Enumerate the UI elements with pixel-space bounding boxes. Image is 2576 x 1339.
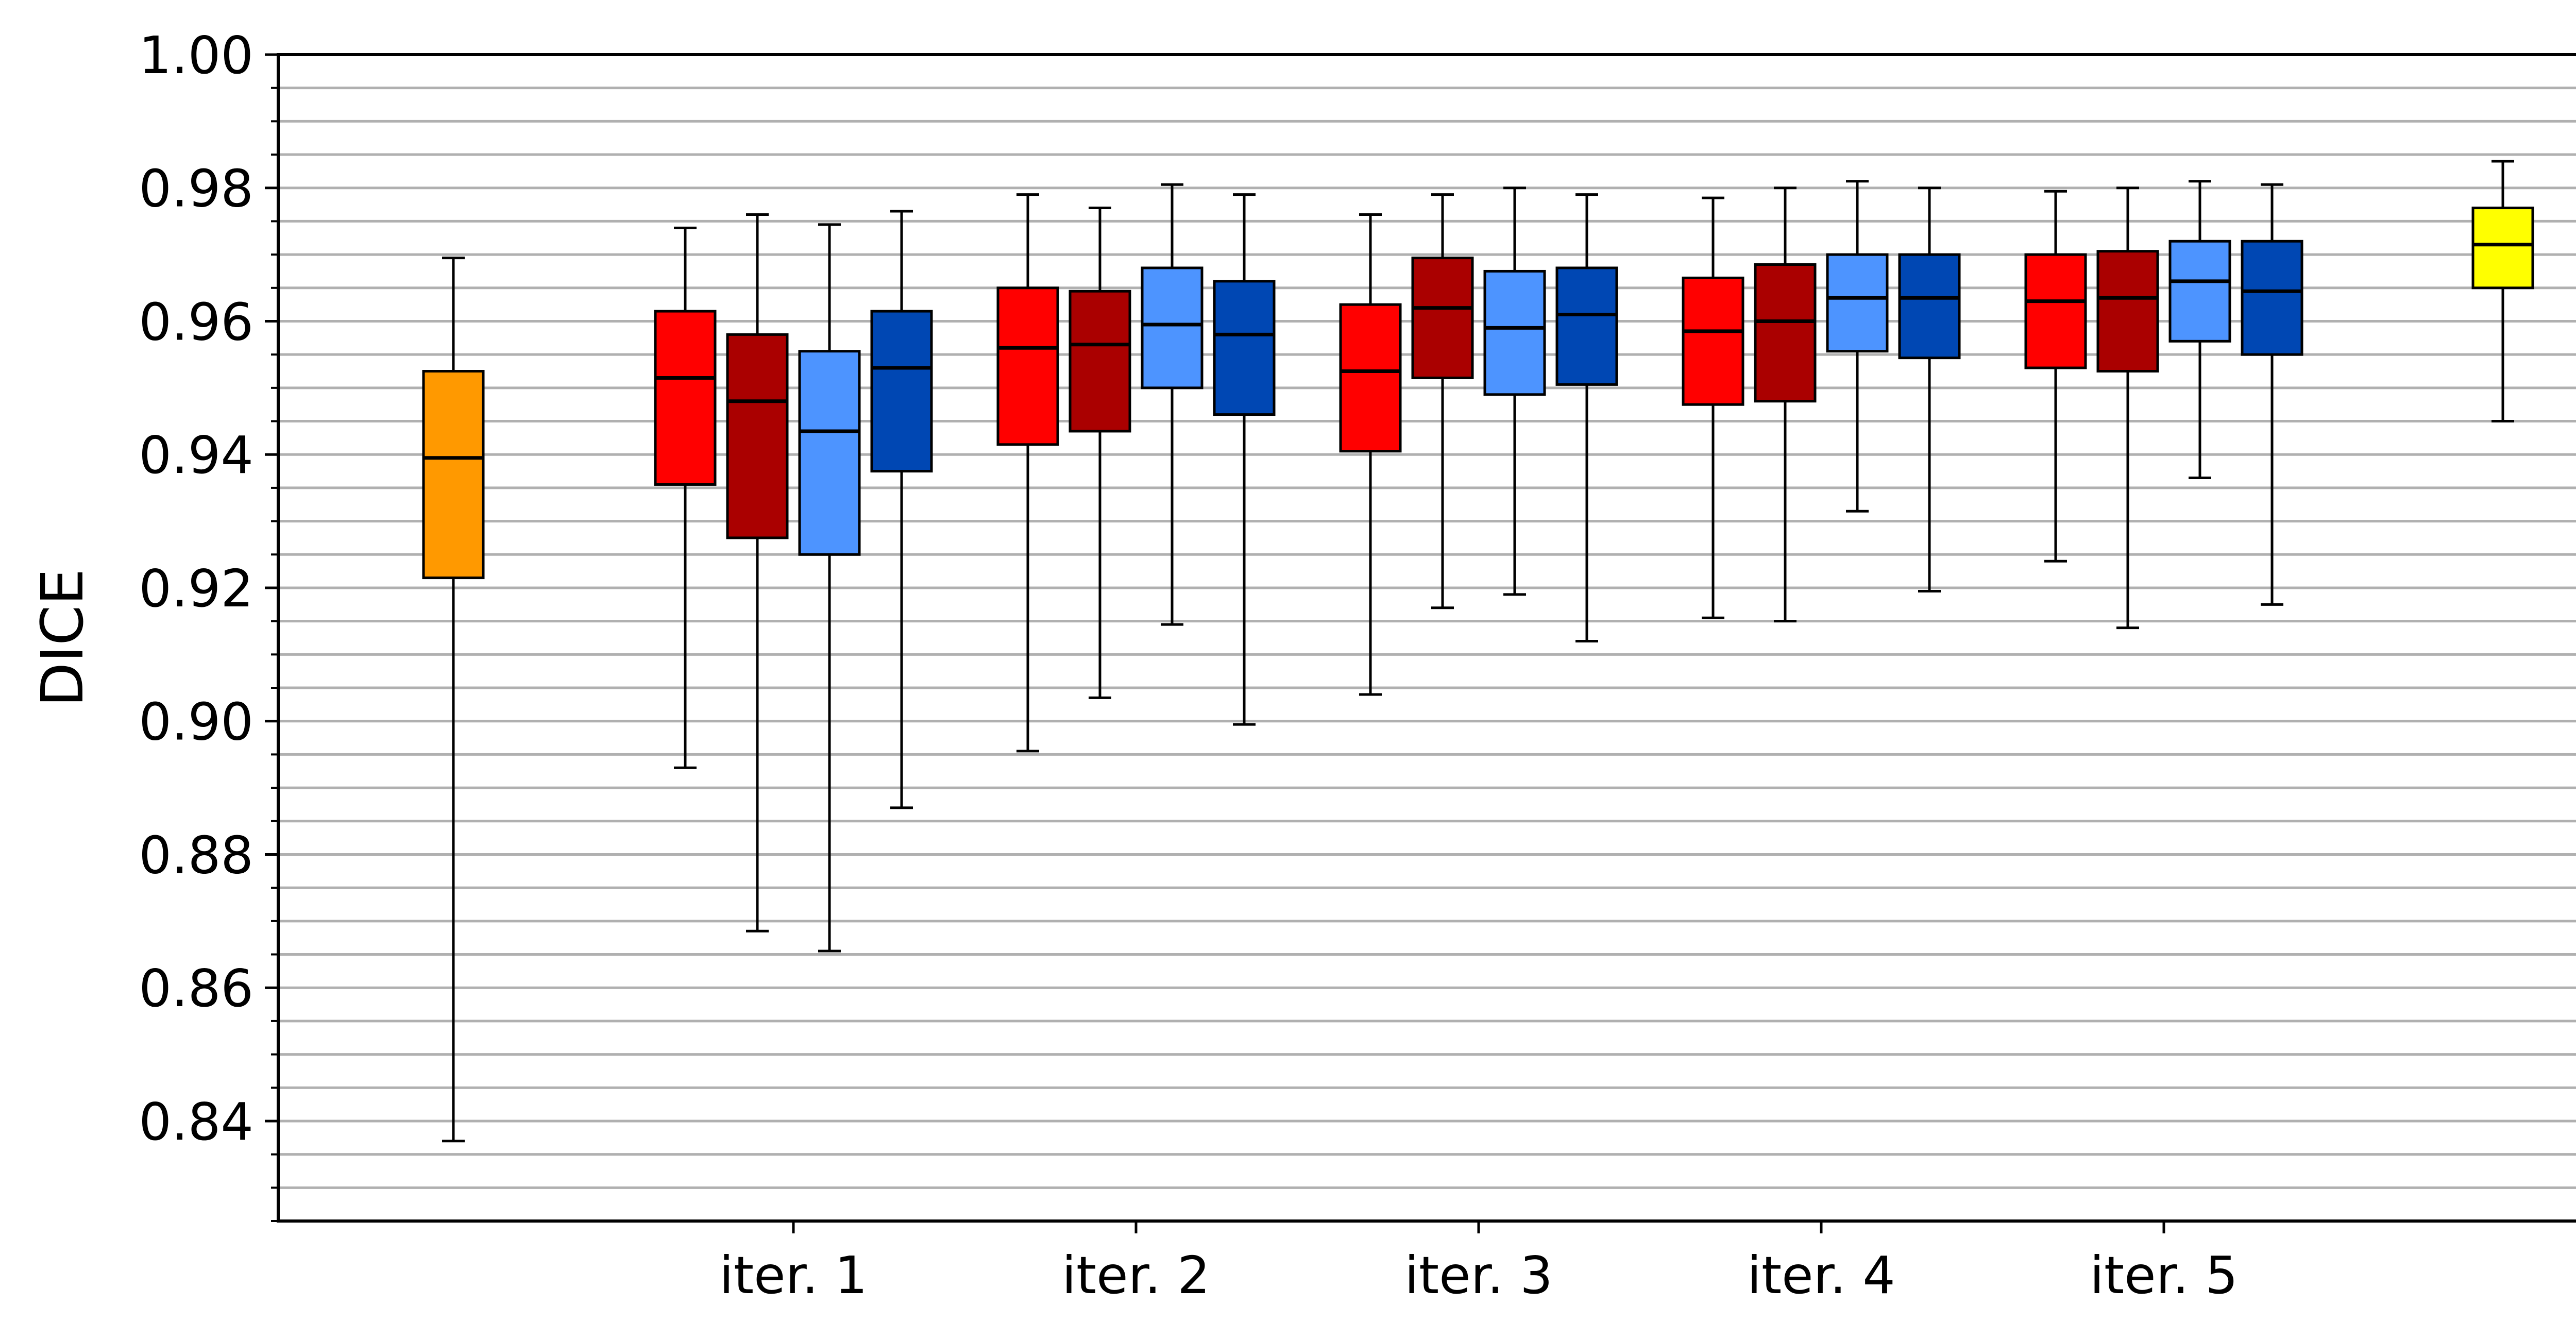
y-tick-label: 0.96 xyxy=(139,292,253,352)
axes: 0.84 0.86 0.88 0.90 0.92 0.94 0.96 0.98 1.00 iter… xyxy=(139,25,2238,1306)
iqr-box xyxy=(2471,207,2534,290)
gridlines xyxy=(278,87,2576,1189)
iqr-box xyxy=(1826,253,1889,353)
x-tick-label: iter. 5 xyxy=(2090,1245,2238,1306)
x-tick-label: iter. 3 xyxy=(1404,1245,1553,1306)
y-tick-label: 0.84 xyxy=(139,1092,253,1152)
box-iter-4-dark_blue xyxy=(1898,187,1961,592)
iqr-box xyxy=(996,286,1059,446)
y-tick-label: 0.92 xyxy=(139,558,253,619)
y-tick-label: 1.00 xyxy=(139,25,253,86)
box-iter-4-light_blue xyxy=(1826,180,1889,513)
box-iter-1-light_blue xyxy=(798,223,861,953)
y-tick-label: 0.86 xyxy=(139,958,253,1019)
box-iter-3-dark_red xyxy=(1411,193,1474,609)
box-iter-4-dark_red xyxy=(1754,187,1817,623)
iqr-box xyxy=(1069,290,1131,433)
y-tick-label: 0.98 xyxy=(139,159,253,219)
box-iter-5-dark_blue xyxy=(2241,183,2303,606)
box-standalone-orange xyxy=(422,257,485,1143)
box-iter-1-red xyxy=(654,226,717,769)
iqr-box xyxy=(870,310,933,473)
iqr-box xyxy=(422,370,485,580)
x-tick-label: iter. 2 xyxy=(1062,1245,1210,1306)
box-iter-3-red xyxy=(1339,213,1402,696)
plot-area-frame xyxy=(277,53,2576,1223)
x-tick-label: iter. 1 xyxy=(719,1245,868,1306)
iqr-box xyxy=(2024,253,2087,369)
iqr-box xyxy=(1213,280,1276,416)
iqr-box xyxy=(1141,266,1204,389)
iqr-box xyxy=(1339,303,1402,453)
box-iter-1-dark_blue xyxy=(870,210,933,809)
box-iter-3-dark_blue xyxy=(1555,193,1618,642)
iqr-box xyxy=(2168,240,2231,343)
iqr-box xyxy=(1682,276,1744,406)
iqr-box xyxy=(2096,250,2159,373)
box-iter-4-red xyxy=(1682,196,1744,619)
box-iter-5-dark_red xyxy=(2096,187,2159,630)
box-iter-5-red xyxy=(2024,190,2087,563)
iqr-box xyxy=(1483,269,1546,396)
iqr-box xyxy=(654,310,717,486)
y-tick-label: 0.94 xyxy=(139,425,253,485)
iqr-box xyxy=(2241,240,2303,356)
box-iter-3-light_blue xyxy=(1483,187,1546,596)
box-iter-1-dark_red xyxy=(726,213,789,933)
iqr-box xyxy=(798,350,861,556)
box-iter-2-light_blue xyxy=(1141,183,1204,626)
iqr-box xyxy=(726,333,789,539)
box-iter-5-light_blue xyxy=(2168,180,2231,480)
box-standalone-yellow xyxy=(2471,160,2534,423)
iqr-box xyxy=(1754,263,1817,403)
box-iter-2-dark_red xyxy=(1069,207,1131,699)
iqr-box xyxy=(1898,253,1961,360)
box-iter-2-dark_blue xyxy=(1213,193,1276,726)
iqr-box xyxy=(1555,266,1618,386)
boxes xyxy=(422,160,2534,1143)
y-tick-label: 0.88 xyxy=(139,825,253,885)
x-tick-label: iter. 4 xyxy=(1747,1245,1895,1306)
y-axis-label: DICE xyxy=(29,569,96,707)
box-iter-2-red xyxy=(996,193,1059,753)
y-tick-label: 0.90 xyxy=(139,692,253,752)
iqr-box xyxy=(1411,257,1474,379)
